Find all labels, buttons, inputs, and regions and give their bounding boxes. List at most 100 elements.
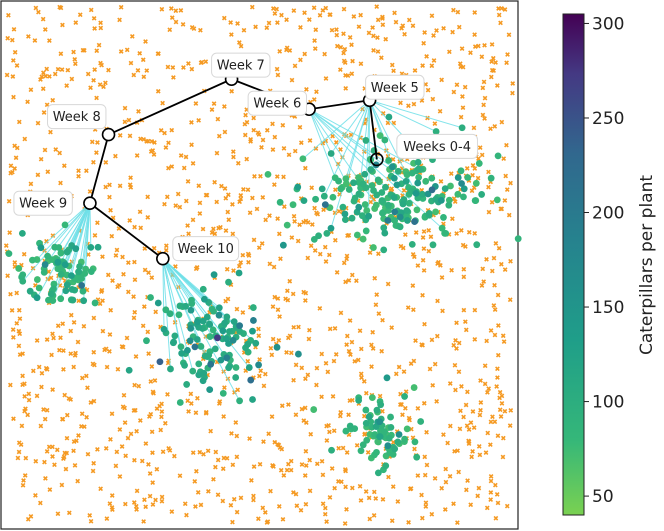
background-point bbox=[118, 49, 124, 54]
background-point bbox=[477, 452, 483, 458]
background-point bbox=[450, 216, 455, 222]
background-point bbox=[451, 342, 457, 348]
background-point bbox=[43, 73, 48, 79]
background-point bbox=[431, 33, 436, 38]
background-point bbox=[330, 393, 336, 399]
background-point bbox=[489, 268, 495, 274]
cluster-point bbox=[403, 171, 411, 179]
cluster-point bbox=[362, 406, 370, 414]
week-label: Week 7 bbox=[217, 59, 265, 74]
background-point bbox=[145, 214, 151, 220]
background-point bbox=[298, 57, 303, 63]
cluster-point bbox=[191, 343, 199, 351]
background-point bbox=[11, 416, 16, 422]
background-point bbox=[128, 431, 134, 437]
background-point bbox=[201, 451, 206, 457]
background-point bbox=[317, 251, 323, 257]
background-point bbox=[76, 433, 81, 438]
background-point bbox=[145, 194, 151, 200]
background-point bbox=[150, 389, 156, 395]
background-point bbox=[434, 28, 439, 33]
background-point bbox=[166, 445, 172, 451]
background-point bbox=[117, 183, 123, 189]
background-point bbox=[113, 463, 119, 469]
cluster-point bbox=[410, 384, 418, 391]
cluster-point bbox=[178, 349, 186, 357]
background-point bbox=[422, 472, 428, 478]
background-point bbox=[469, 188, 475, 194]
background-point bbox=[178, 8, 184, 13]
background-point bbox=[488, 328, 494, 333]
cluster-point bbox=[460, 185, 468, 193]
background-point bbox=[275, 307, 281, 313]
background-point bbox=[398, 100, 403, 106]
background-point bbox=[94, 95, 99, 101]
background-point bbox=[225, 192, 231, 198]
cluster-point bbox=[391, 208, 399, 216]
background-point bbox=[275, 20, 280, 26]
background-point bbox=[370, 25, 375, 30]
background-point bbox=[95, 220, 100, 226]
background-point bbox=[230, 519, 235, 525]
background-point bbox=[168, 6, 174, 11]
cluster-point bbox=[47, 290, 55, 298]
background-point bbox=[76, 168, 81, 174]
background-point bbox=[465, 478, 470, 483]
background-point bbox=[94, 48, 100, 54]
background-point bbox=[271, 464, 276, 469]
background-point bbox=[44, 102, 50, 108]
background-point bbox=[492, 332, 498, 338]
background-point bbox=[50, 454, 55, 459]
background-point bbox=[435, 298, 440, 304]
cluster-point bbox=[175, 311, 183, 319]
background-point bbox=[341, 31, 346, 37]
background-point bbox=[468, 502, 474, 508]
background-point bbox=[132, 457, 137, 463]
background-point bbox=[177, 473, 183, 479]
background-point bbox=[324, 519, 329, 524]
background-point bbox=[65, 67, 71, 73]
cluster-point bbox=[81, 270, 89, 277]
background-point bbox=[107, 332, 113, 337]
cluster-point bbox=[193, 336, 201, 343]
background-point bbox=[157, 403, 163, 409]
background-point bbox=[385, 281, 391, 287]
background-point bbox=[91, 349, 97, 355]
background-point bbox=[166, 140, 171, 146]
background-point bbox=[488, 419, 494, 425]
cluster-point bbox=[147, 294, 154, 301]
background-point bbox=[490, 414, 495, 420]
background-point bbox=[251, 237, 257, 243]
background-point bbox=[135, 68, 141, 73]
cluster-point bbox=[403, 217, 411, 224]
background-point bbox=[173, 8, 179, 14]
cluster-point bbox=[414, 179, 422, 187]
cluster-point bbox=[156, 358, 164, 366]
background-point bbox=[380, 22, 386, 28]
background-point bbox=[459, 46, 465, 51]
background-point bbox=[266, 431, 272, 437]
cluster-point bbox=[61, 261, 69, 269]
background-point bbox=[441, 25, 446, 31]
background-point bbox=[482, 116, 487, 121]
background-point bbox=[292, 219, 297, 224]
background-point bbox=[503, 173, 509, 179]
background-point bbox=[402, 405, 408, 411]
cluster-point bbox=[320, 192, 328, 200]
cluster-point bbox=[429, 241, 437, 249]
cluster-point bbox=[428, 174, 436, 182]
cluster-point bbox=[382, 183, 389, 191]
background-point bbox=[344, 342, 350, 348]
background-point bbox=[401, 369, 407, 374]
background-point bbox=[370, 346, 376, 351]
background-point bbox=[505, 52, 510, 57]
background-point bbox=[39, 384, 44, 390]
colorbar-tick-label: 300 bbox=[592, 14, 624, 34]
cluster-point bbox=[54, 258, 62, 266]
background-point bbox=[122, 420, 128, 426]
background-point bbox=[375, 17, 381, 23]
background-point bbox=[10, 74, 16, 79]
background-point bbox=[380, 497, 386, 502]
background-point bbox=[495, 292, 501, 298]
cluster-point bbox=[361, 201, 369, 208]
